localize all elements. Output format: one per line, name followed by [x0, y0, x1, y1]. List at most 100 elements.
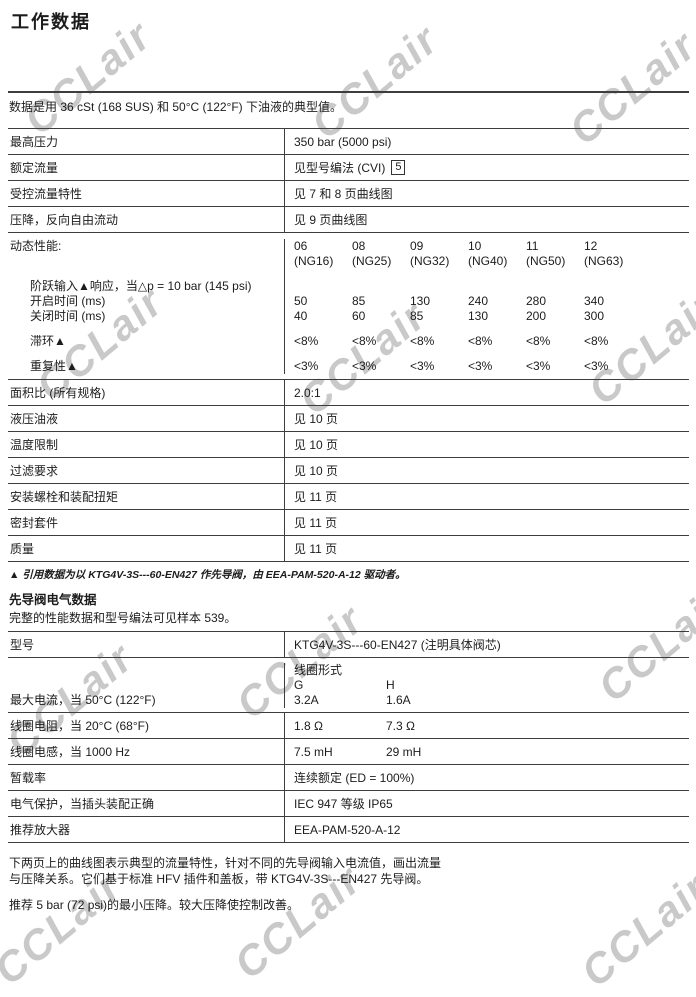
row-label: 安装螺栓和装配扭矩 [10, 490, 119, 504]
table-row: 过滤要求 见 10 页 [8, 458, 689, 484]
coil-col-h: H [386, 678, 395, 692]
table-row: 线圈电感，当 1000 Hz 7.5 mH 29 mH [8, 739, 689, 765]
size-header: 08 [352, 239, 366, 253]
table-row: 面积比 (所有规格) 2.0:1 [8, 380, 689, 406]
row-label: 过滤要求 [10, 464, 59, 478]
value: <3% [584, 359, 609, 373]
value-text: 见型号编法 (CVI) [294, 161, 386, 175]
size-header: 06 [294, 239, 308, 253]
page-title: 工作数据 [11, 12, 91, 32]
row-value: 见 7 和 8 页曲线图 [284, 181, 689, 206]
row-label: 关闭时间 (ms) [30, 309, 106, 323]
intro-text: 数据是用 36 cSt (168 SUS) 和 50°C (122°F) 下油液… [9, 100, 343, 114]
closing-paragraphs: 下两页上的曲线图表示典型的流量特性，针对不同的先导阀输入电流值，画出流量 与压降… [8, 856, 689, 914]
row-value: IEC 947 等级 IP65 [284, 791, 689, 816]
row-value: 见 11 页 [284, 536, 689, 561]
table-row: 线圈电阻，当 20°C (68°F) 1.8 Ω 7.3 Ω [8, 713, 689, 739]
row-value: 见 11 页 [284, 484, 689, 509]
value: 3.2A [294, 693, 319, 707]
row-value: 7.5 mH 29 mH [284, 739, 689, 764]
row-value: EEA-PAM-520-A-12 [284, 817, 689, 842]
footnote: ▲ 引用数据为以 KTG4V-3S---60-EN427 作先导阀，由 EEA-… [9, 569, 406, 581]
row-label: 型号 [10, 638, 35, 652]
table-row: 液压油液 见 10 页 [8, 406, 689, 432]
row-label: 电气保护，当插头装配正确 [10, 797, 155, 811]
section-subheading: 完整的性能数据和型号编法可见样本 539。 [9, 611, 237, 625]
close-time-line: 关闭时间 (ms) 40 60 85 130 200 300 [8, 309, 689, 324]
row-value: 连续额定 (ED = 100%) [284, 765, 689, 790]
row-label: 面积比 (所有规格) [10, 386, 106, 400]
table-row: 最高压力 350 bar (5000 psi) [8, 129, 689, 155]
coil-form-header: 线圈形式 [284, 663, 689, 678]
value: 280 [526, 294, 547, 308]
dynamic-performance-block: 动态性能: 06 08 09 10 11 12 (NG16) (NG25) (NG32) (NG… [8, 233, 689, 380]
value: 240 [468, 294, 489, 308]
row-label: 推荐放大器 [10, 823, 71, 837]
dynamic-sizes-line: 动态性能: 06 08 09 10 11 12 [8, 239, 689, 254]
hysteresis-line: 滞环▲ <8% <8% <8% <8% <8% <8% [8, 334, 689, 349]
table-row: 质量 见 11 页 [8, 536, 689, 562]
size-header: 09 [410, 239, 424, 253]
value-text: 见 10 页 [294, 438, 339, 452]
row-label: 滞环▲ [30, 334, 66, 348]
value: 340 [584, 294, 605, 308]
row-label: 液压油液 [10, 412, 59, 426]
row-label: 暂载率 [10, 771, 47, 785]
table-row: 额定流量 见型号编法 (CVI) 5 [8, 155, 689, 181]
coil-block: 线圈形式 G H 最大电流，当 50°C (122°F) 3.2A 1.6A [8, 658, 689, 713]
step-response-line: 阶跃输入▲响应，当△p = 10 bar (145 psi) [8, 279, 689, 294]
size-header: 10 [468, 239, 482, 253]
row-label: 重复性▲ [30, 359, 78, 373]
open-time-line: 开启时间 (ms) 50 85 130 240 280 340 [8, 294, 689, 309]
value: 300 [584, 309, 605, 323]
row-label: 开启时间 (ms) [30, 294, 106, 308]
row-label: 额定流量 [10, 161, 59, 175]
row-label: 压降，反向自由流动 [10, 213, 119, 227]
operating-data-table: 最高压力 350 bar (5000 psi) 额定流量 见型号编法 (CVI)… [8, 128, 689, 562]
ng-header: (NG50) [526, 254, 566, 268]
value-text: 连续额定 (ED = 100%) [294, 771, 415, 785]
table-row: 电气保护，当插头装配正确 IEC 947 等级 IP65 [8, 791, 689, 817]
section-heading: 先导阀电气数据 [9, 593, 97, 607]
row-value: 见 10 页 [284, 432, 689, 457]
value: <8% [584, 334, 609, 348]
row-value: KTG4V-3S---60-EN427 (注明具体阀芯) [284, 632, 689, 657]
pilot-electrical-table: 型号 KTG4V-3S---60-EN427 (注明具体阀芯) 线圈形式 G H … [8, 631, 689, 843]
row-label: 最大电流，当 50°C (122°F) [10, 693, 156, 707]
value: <8% [410, 334, 435, 348]
value: <3% [352, 359, 377, 373]
row-value: 1.8 Ω 7.3 Ω [284, 713, 689, 738]
value: 29 mH [386, 744, 422, 759]
value: 50 [294, 294, 308, 308]
closing-line: 推荐 5 bar (72 psi)的最小压降。较大压降使控制改善。 [9, 898, 300, 912]
value: 1.6A [386, 693, 411, 707]
value: <8% [468, 334, 493, 348]
ng-header: (NG32) [410, 254, 450, 268]
table-row: 推荐放大器 EEA-PAM-520-A-12 [8, 817, 689, 843]
row-value: 350 bar (5000 psi) [284, 129, 689, 154]
value-text: 见 11 页 [294, 516, 338, 530]
row-label: 温度限制 [10, 438, 59, 452]
table-row: 最大电流，当 50°C (122°F) 3.2A 1.6A [8, 693, 689, 708]
value: <8% [526, 334, 551, 348]
repeatability-line: 重复性▲ <3% <3% <3% <3% <3% <3% [8, 359, 689, 374]
value: 60 [352, 309, 366, 323]
value: 85 [352, 294, 366, 308]
table-row: 温度限制 见 10 页 [8, 432, 689, 458]
value-text: 350 bar (5000 psi) [294, 134, 392, 149]
table-row: 暂载率 连续额定 (ED = 100%) [8, 765, 689, 791]
closing-line: 下两页上的曲线图表示典型的流量特性，针对不同的先导阀输入电流值，画出流量 [9, 856, 442, 870]
value: 130 [468, 309, 489, 323]
row-value: 见 10 页 [284, 406, 689, 431]
row-label: 最高压力 [10, 135, 59, 149]
row-value: 见 11 页 [284, 510, 689, 535]
document-page: 工作数据 数据是用 36 cSt (168 SUS) 和 50°C (122°F… [8, 12, 689, 912]
ng-headers: (NG16) (NG25) (NG32) (NG40) (NG50) (NG63) [284, 254, 689, 269]
value: 200 [526, 309, 547, 323]
table-row: 型号 KTG4V-3S---60-EN427 (注明具体阀芯) [8, 632, 689, 658]
value-text: 见 10 页 [294, 464, 339, 478]
value-text: 2.0:1 [294, 385, 321, 400]
value-text: 见 11 页 [294, 490, 338, 504]
value: <8% [294, 334, 319, 348]
value: <3% [526, 359, 551, 373]
